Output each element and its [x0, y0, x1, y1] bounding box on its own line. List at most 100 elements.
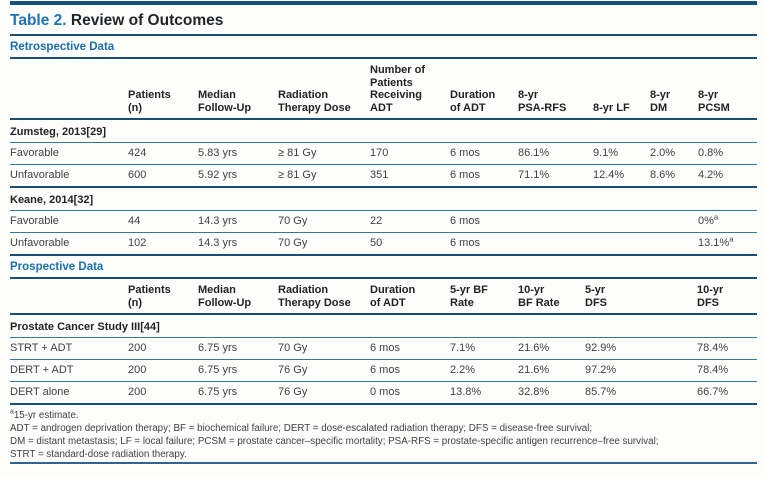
- table-row: Favorable 424 5.83 yrs ≥ 81 Gy 170 6 mos 86.1%…: [10, 142, 757, 165]
- column-header: Median Follow-Up: [198, 59, 278, 120]
- study-group-row: Zumsteg, 2013[29]: [10, 119, 757, 143]
- table-cell: 21.6%: [518, 337, 585, 360]
- footnote-marker: a: [729, 234, 734, 244]
- table-cell: 6.75 yrs: [198, 381, 278, 405]
- table-cell: 6 mos: [370, 337, 450, 360]
- footnote-marker: a: [713, 212, 719, 222]
- row-label: STRT + ADT: [10, 337, 128, 360]
- column-header: [10, 279, 128, 315]
- table-cell: 2.0%: [650, 142, 698, 165]
- column-header: Patients (n): [128, 59, 198, 120]
- study-group-label: Prostate Cancer Study III[44]: [10, 314, 757, 338]
- table-title-text: Review of Outcomes: [70, 12, 224, 29]
- table-cell: 12.4%: [593, 164, 650, 188]
- study-group-row: Keane, 2014[32]: [10, 187, 757, 211]
- row-label: Favorable: [10, 142, 128, 165]
- tables-container: Retrospective Data Patients (n) Median Fol…: [10, 36, 757, 405]
- table-cell: 14.3 yrs: [198, 210, 278, 233]
- row-label: DERT + ADT: [10, 359, 128, 382]
- table-cell: 9.1%: [593, 142, 650, 165]
- table-row: Unfavorable 102 14.3 yrs 70 Gy 50 6 mos 13.1%a: [10, 232, 757, 256]
- table-cell: 85.7%: [585, 381, 697, 405]
- table-row: DERT alone 200 6.75 yrs 76 Gy 0 mos 13.8% 32.8…: [10, 381, 757, 405]
- table-cell: 13.8%: [450, 381, 518, 405]
- table-cell: 92.9%: [585, 337, 697, 360]
- table-cell: 22: [370, 210, 450, 233]
- table-cell: 6 mos: [370, 359, 450, 382]
- table-cell: 6.75 yrs: [198, 359, 278, 382]
- table-cell: 14.3 yrs: [198, 232, 278, 256]
- column-header: 8-yr DM: [650, 59, 698, 120]
- column-header: [10, 59, 128, 120]
- table-cell: 351: [370, 164, 450, 188]
- column-header: Number of Patients Receiving ADT: [370, 59, 450, 120]
- column-header: 10-yr DFS: [697, 279, 757, 315]
- table-cell: 200: [128, 337, 198, 360]
- table-cell: 13.1%a: [698, 232, 757, 256]
- table-cell: 78.4%: [697, 359, 757, 382]
- table-cell: [650, 232, 698, 256]
- footnote-line: ADT = androgen deprivation therapy; BF =…: [10, 423, 593, 434]
- table-cell: 0%a: [698, 210, 757, 233]
- row-label: Favorable: [10, 210, 128, 233]
- table-cell: 600: [128, 164, 198, 188]
- table-cell: ≥ 81 Gy: [278, 142, 370, 165]
- table-number: Table 2.: [10, 12, 67, 29]
- table-cell: 5.92 yrs: [198, 164, 278, 188]
- table-cell: 50: [370, 232, 450, 256]
- table-cell: 6 mos: [450, 142, 518, 165]
- table-cell: [518, 210, 593, 233]
- footnote-line: DM = distant metastasis; LF = local fail…: [10, 436, 659, 447]
- column-header: 8-yr LF: [593, 59, 650, 120]
- table-cell: 70 Gy: [278, 337, 370, 360]
- footnote-marker: a: [10, 408, 14, 416]
- table-cell: 6 mos: [450, 164, 518, 188]
- column-header: 8-yr PSA-RFS: [518, 59, 593, 120]
- top-rule: [10, 1, 757, 5]
- table-cell: [593, 210, 650, 233]
- table-cell: 6 mos: [450, 232, 518, 256]
- footnote-line: STRT = standard-dose radiation therapy.: [10, 449, 187, 460]
- table-cell: 0 mos: [370, 381, 450, 405]
- header-row: Patients (n) Median Follow-Up Radiation Th…: [10, 279, 757, 315]
- table-row: DERT + ADT 200 6.75 yrs 76 Gy 6 mos 2.2% 21.6%…: [10, 359, 757, 382]
- column-header: 5-yr DFS: [585, 279, 697, 315]
- table-title: Table 2. Review of Outcomes: [10, 5, 757, 34]
- study-group-label: Zumsteg, 2013[29]: [10, 119, 757, 143]
- column-header: 5-yr BF Rate: [450, 279, 518, 315]
- table-cell: 21.6%: [518, 359, 585, 382]
- table-cell: 5.83 yrs: [198, 142, 278, 165]
- footnote-line: a15-yr estimate.: [10, 408, 79, 421]
- table-cell: 70 Gy: [278, 210, 370, 233]
- column-header: Median Follow-Up: [198, 279, 278, 315]
- table-cell: 76 Gy: [278, 359, 370, 382]
- table-cell: 86.1%: [518, 142, 593, 165]
- table-cell: 424: [128, 142, 198, 165]
- column-header: 8-yr PCSM: [698, 59, 757, 120]
- column-header: Radiation Therapy Dose: [278, 59, 370, 120]
- section-rule: [10, 277, 757, 279]
- table-cell: 0.8%: [698, 142, 757, 165]
- table-cell: 97.2%: [585, 359, 697, 382]
- row-label: Unfavorable: [10, 232, 128, 256]
- table-cell: 71.1%: [518, 164, 593, 188]
- table-cell: 102: [128, 232, 198, 256]
- column-header: Duration of ADT: [370, 279, 450, 315]
- table-row: STRT + ADT 200 6.75 yrs 70 Gy 6 mos 7.1% 21.6%…: [10, 337, 757, 360]
- study-group-label: Keane, 2014[32]: [10, 187, 757, 211]
- table-cell: ≥ 81 Gy: [278, 164, 370, 188]
- column-header: Radiation Therapy Dose: [278, 279, 370, 315]
- table-cell: 44: [128, 210, 198, 233]
- table-cell: 6.75 yrs: [198, 337, 278, 360]
- table-cell: 8.6%: [650, 164, 698, 188]
- section-label: Retrospective Data: [10, 41, 115, 53]
- data-table: Patients (n) Median Follow-Up Radiation Th…: [10, 279, 757, 405]
- title-rule: [10, 34, 757, 36]
- table-row: Favorable 44 14.3 yrs 70 Gy 22 6 mos 0%a: [10, 210, 757, 233]
- section-rule: [10, 57, 757, 59]
- table-cell: 76 Gy: [278, 381, 370, 405]
- section-label: Prospective Data: [10, 261, 104, 273]
- bottom-rule: [10, 462, 757, 464]
- table-cell: 200: [128, 359, 198, 382]
- column-header: 10-yr BF Rate: [518, 279, 585, 315]
